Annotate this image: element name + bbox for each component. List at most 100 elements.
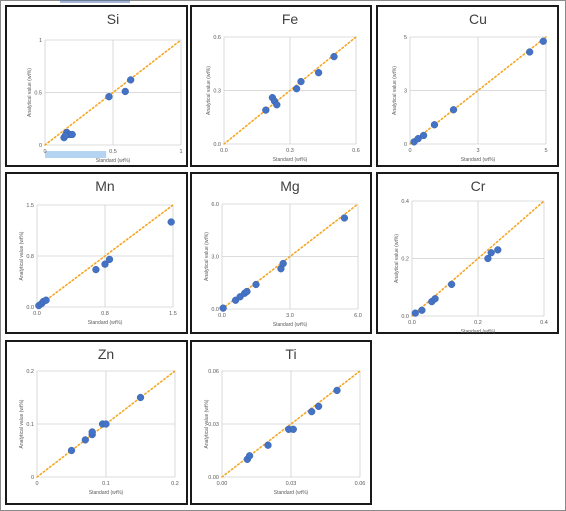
data-point — [61, 131, 70, 140]
y-axis-label: Analytical value (wt%) — [19, 231, 25, 280]
chart-title: Mg — [280, 178, 299, 194]
chart-panel-mg: Mg 0.0 3.0 6.0 0.0 3.0 6.0 Standard (wt%) Analyt… — [190, 172, 372, 334]
y-tick-label: 0.0 — [213, 142, 221, 148]
y-tick-label: 0.03 — [208, 422, 219, 428]
data-point — [340, 214, 349, 222]
x-tick-label: 0.4 — [540, 320, 548, 326]
data-point — [167, 218, 175, 226]
x-tick-label: 1 — [179, 149, 182, 155]
data-point — [219, 304, 227, 312]
data-point — [121, 87, 129, 96]
data-point — [447, 280, 456, 289]
y-tick-label: 0.0 — [26, 305, 34, 311]
trendline — [36, 204, 174, 308]
y-tick-label: 0.06 — [208, 369, 219, 375]
data-point — [273, 101, 281, 109]
y-tick-label: 0.2 — [26, 369, 34, 375]
x-tick-label: 0.8 — [101, 311, 109, 317]
data-point — [127, 76, 135, 84]
data-point — [101, 260, 109, 268]
y-tick-label: 6.0 — [211, 202, 219, 208]
data-point — [333, 386, 341, 395]
x-tick-label: 0 — [35, 481, 38, 487]
x-axis-label: Standard (wt%) — [273, 157, 308, 163]
data-point — [88, 428, 96, 436]
chart-svg-si: Si 0 0.5 1 0 0.5 1 Standard (wt%) Analytical val… — [27, 11, 183, 164]
chart-svg-mn: Mn 0.0 0.8 1.5 0.0 0.8 1.5 Standard (wt%) Analyt… — [19, 178, 177, 326]
x-axis-label: Standard (wt%) — [461, 329, 496, 335]
data-point — [136, 393, 145, 402]
x-tick-label: 5 — [544, 148, 547, 154]
chart-title: Ti — [285, 346, 296, 362]
chart-svg-cr: Cr 0.0 0.2 0.4 0.0 0.2 0.4 Standard (wt%) Analyt… — [394, 178, 548, 335]
data-point — [418, 306, 426, 314]
y-axis-label: Analytical value (wt%) — [206, 66, 212, 115]
chart-svg-zn: Zn 0 0.1 0.2 0 0.1 0.2 Standard (wt%) Analytical… — [19, 346, 179, 496]
x-tick-label: 0 — [408, 148, 411, 154]
data-point — [81, 436, 89, 444]
chart-title: Zn — [98, 346, 114, 362]
chart-svg-mg: Mg 0.0 3.0 6.0 0.0 3.0 6.0 Standard (wt%) Analyt… — [204, 178, 362, 328]
x-tick-label: 0.0 — [220, 148, 228, 154]
data-point — [105, 255, 114, 264]
x-axis-label: Standard (wt%) — [96, 158, 131, 164]
chart-panel-cr: Cr 0.0 0.2 0.4 0.0 0.2 0.4 Standard (wt%) Analyt… — [376, 172, 559, 335]
y-tick-label: 0.6 — [213, 35, 221, 41]
y-tick-label: 0 — [31, 475, 34, 481]
x-axis-label: Standard (wt%) — [461, 157, 496, 163]
x-tick-label: 0.06 — [355, 481, 366, 487]
data-point — [414, 135, 422, 143]
x-axis-label: Standard (wt%) — [89, 490, 124, 496]
y-axis-label: Analytical value (wt%) — [394, 234, 400, 283]
y-tick-label: 0.2 — [401, 257, 409, 263]
x-tick-label: 0.1 — [102, 481, 110, 487]
chart-svg-fe: Fe 0.0 0.3 0.6 0.0 0.3 0.6 Standard (wt%) Analyt… — [206, 11, 360, 163]
x-tick-label: 0.5 — [109, 149, 117, 155]
x-tick-label: 3.0 — [286, 313, 294, 319]
chart-panel-fe: Fe 0.0 0.3 0.6 0.0 0.3 0.6 Standard (wt%) Analyt… — [190, 5, 372, 167]
y-tick-label: 0.1 — [26, 422, 34, 428]
data-point — [314, 402, 323, 410]
axis-highlight — [45, 151, 107, 158]
data-point — [289, 425, 297, 433]
y-axis-label: Analytical value (wt%) — [27, 68, 33, 117]
x-tick-label: 6.0 — [354, 313, 362, 319]
data-point — [430, 121, 439, 129]
x-tick-label: 0.03 — [286, 481, 297, 487]
chart-title: Si — [107, 11, 119, 27]
y-tick-label: 0.0 — [401, 314, 409, 320]
x-tick-label: 0 — [43, 149, 46, 155]
y-tick-label: 0.8 — [26, 254, 34, 260]
x-axis-label: Standard (wt%) — [88, 320, 123, 326]
trendline — [44, 39, 182, 146]
data-point — [105, 93, 113, 101]
y-tick-label: 0.3 — [213, 89, 221, 95]
data-point — [243, 287, 251, 296]
trendline — [36, 370, 176, 478]
y-tick-label: 0.00 — [208, 475, 219, 481]
y-tick-label: 1 — [39, 38, 42, 44]
x-tick-label: 0.0 — [408, 320, 416, 326]
chart-panel-cu: Cu 0 3 5 0 3 5 Standard (wt%) Analytical value (… — [376, 5, 559, 167]
y-tick-label: 0.5 — [34, 91, 42, 97]
chart-title: Mn — [95, 178, 114, 194]
data-point — [487, 249, 495, 257]
data-point — [308, 407, 316, 416]
y-tick-label: 0 — [404, 142, 407, 148]
data-point — [262, 106, 270, 114]
data-point — [297, 77, 305, 86]
y-axis-label: Analytical value (wt%) — [392, 66, 398, 115]
data-point — [92, 265, 100, 274]
data-point — [245, 452, 254, 460]
y-tick-label: 5 — [404, 35, 407, 41]
y-tick-label: 1.5 — [26, 203, 34, 209]
data-point — [292, 85, 301, 93]
data-point — [264, 441, 272, 449]
x-tick-label: 0.3 — [286, 148, 294, 154]
chart-panel-si: Si 0 0.5 1 0 0.5 1 Standard (wt%) Analytical val… — [5, 5, 188, 167]
data-point — [484, 254, 492, 263]
x-tick-label: 1.5 — [169, 311, 177, 317]
x-tick-label: 3 — [476, 148, 479, 154]
data-point — [494, 246, 502, 254]
y-tick-label: 3 — [404, 89, 407, 95]
